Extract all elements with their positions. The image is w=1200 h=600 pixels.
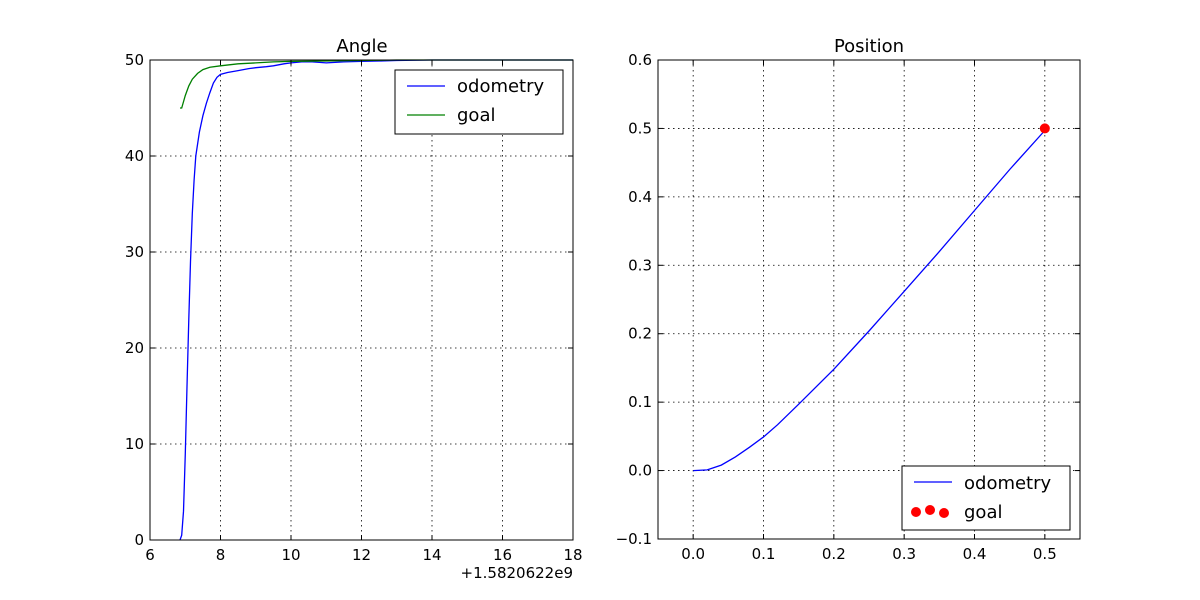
position-legend: odometry goal [901,465,1071,531]
position-y-tick-label: −0.1 [616,530,652,548]
position-y-tick-label: 0.1 [628,393,652,411]
angle-y-tick-label: 50 [125,51,144,69]
position-axes-frame [657,59,1081,540]
position-x-tick-label: 0.0 [681,545,705,563]
angle-legend: odometry goal [394,69,564,135]
position-legend-goal-marker-2 [925,505,935,515]
position-legend-goal-label: goal [964,502,1002,523]
angle-odometry-line [179,59,573,541]
angle-x-tick-label: 12 [352,546,371,564]
position-y-tick-label: 0.6 [628,51,652,69]
position-x-tick-label: 0.2 [822,545,846,563]
angle-x-tick-label: 8 [216,546,226,564]
position-y-tick-label: 0.3 [628,256,652,274]
position-x-tick-label: 0.4 [963,545,987,563]
angle-goal-line [180,59,573,109]
position-y-tick-label: 0.0 [628,462,652,480]
angle-y-tick-label: 10 [125,435,144,453]
angle-x-tick-label: 10 [281,546,300,564]
angle-x-tick-label: 18 [563,546,582,564]
position-odometry-line [693,130,1046,472]
position-x-tick-label: 0.3 [892,545,916,563]
angle-y-tick-label: 20 [125,339,144,357]
position-legend-goal-marker-1 [911,507,921,517]
angle-x-offset-label: +1.5820622e9 [461,564,573,582]
angle-ticks: 6 8 10 12 14 16 18 0 10 20 30 40 50 [125,51,583,564]
position-y-tick-label: 0.2 [628,325,652,343]
position-y-tick-label: 0.4 [628,188,652,206]
position-legend-odometry-label: odometry [964,473,1052,494]
position-y-tick-label: 0.5 [628,119,652,137]
angle-x-tick-label: 6 [145,546,155,564]
angle-y-tick-label: 30 [125,243,144,261]
position-ticks: 0.0 0.1 0.2 0.3 0.4 0.5 −0.1 0.0 0.1 0.2 0.3 0.4 0.5… [616,51,1080,563]
position-title: Position [834,36,904,57]
angle-legend-goal-label: goal [457,105,495,126]
angle-legend-odometry-label: odometry [457,76,545,97]
position-x-tick-label: 0.1 [752,545,776,563]
angle-y-tick-label: 0 [134,531,144,549]
angle-title: Angle [336,36,387,57]
angle-y-tick-label: 40 [125,147,144,165]
position-legend-goal-marker-3 [939,508,949,518]
angle-legend-box [394,69,564,135]
position-goal-point [1039,123,1050,134]
angle-x-tick-label: 16 [493,546,512,564]
angle-series [179,59,573,541]
angle-x-tick-label: 14 [422,546,441,564]
position-x-tick-label: 0.5 [1033,545,1057,563]
position-chart: Position 0.0 0.1 0.2 0.3 0.4 0.5 −0.1 0.0 0.1 0.2… [616,36,1081,563]
position-series [693,123,1050,472]
position-legend-box [901,465,1071,531]
angle-chart: Angle 6 8 10 12 14 16 18 0 10 20 30 40 50 +1.5820622… [125,36,583,582]
